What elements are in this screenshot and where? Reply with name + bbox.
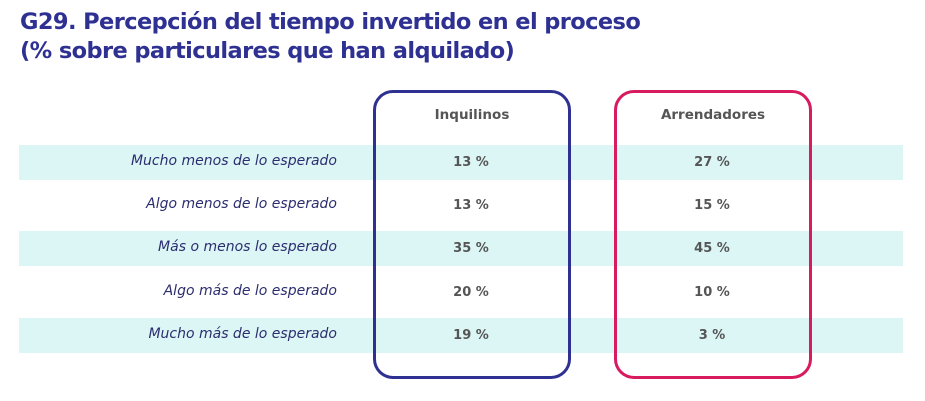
cell-value-inquilinos: 19 % — [453, 328, 489, 343]
column-header-arrendadores: Arrendadores — [660, 107, 766, 123]
cell-value-arrendadores: 3 % — [698, 328, 726, 343]
cell-value-inquilinos: 35 % — [453, 241, 489, 256]
arrendadores-column-frame — [614, 90, 812, 379]
column-header-inquilinos: Inquilinos — [434, 107, 510, 123]
cell-value-inquilinos: 20 % — [453, 285, 489, 300]
cell-value-inquilinos: 13 % — [453, 155, 489, 170]
row-label: Algo más de lo esperado — [163, 283, 337, 299]
cell-value-arrendadores: 15 % — [694, 198, 730, 213]
inquilinos-column-frame — [373, 90, 571, 379]
cell-value-arrendadores: 45 % — [694, 241, 730, 256]
row-band — [19, 231, 903, 266]
row-label: Más o menos lo esperado — [158, 239, 337, 255]
row-label: Mucho más de lo esperado — [148, 326, 337, 342]
row-label: Algo menos de lo esperado — [146, 196, 337, 212]
row-band — [19, 145, 903, 180]
cell-value-arrendadores: 10 % — [694, 285, 730, 300]
row-label: Mucho menos de lo esperado — [130, 153, 337, 169]
row-band — [19, 318, 903, 353]
cell-value-arrendadores: 27 % — [694, 155, 730, 170]
chart-title: G29. Percepción del tiempo invertido en … — [20, 8, 641, 66]
title-line-1: G29. Percepción del tiempo invertido en … — [20, 9, 641, 35]
cell-value-inquilinos: 13 % — [453, 198, 489, 213]
title-line-2: (% sobre particulares que han alquilado) — [20, 38, 515, 64]
